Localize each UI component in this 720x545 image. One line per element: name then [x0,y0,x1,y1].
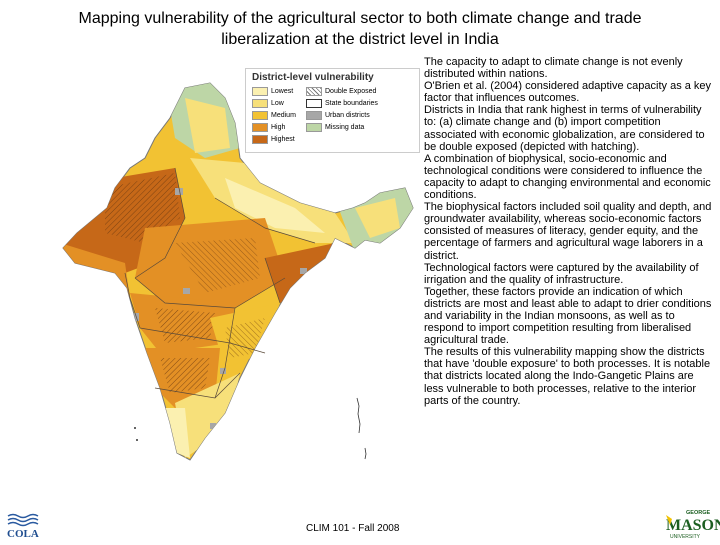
legend-swatch [252,135,268,144]
legend-item-lowest: Lowest [252,87,293,96]
paragraph: The results of this vulnerability mappin… [424,346,711,407]
legend-swatch [306,123,322,132]
legend-item-state-boundaries: State boundaries [306,99,378,108]
gmu-logo-top: GEORGE [686,510,710,516]
legend-item-urban-districts: Urban districts [306,111,370,120]
map-legend: District-level vulnerability Lowest Low … [245,68,420,153]
india-vulnerability-map: District-level vulnerability Lowest Low … [35,68,420,498]
legend-title: District-level vulnerability [252,72,374,83]
paragraph: The biophysical factors included soil qu… [424,201,712,262]
legend-swatch [252,123,268,132]
legend-item-missing-data: Missing data [306,123,364,132]
paragraph: The capacity to adapt to climate change … [424,56,683,81]
legend-item-high: High [252,123,285,132]
slide-title: Mapping vulnerability of the agricultura… [10,8,710,50]
paragraph: Technological factors were captured by t… [424,261,699,286]
footer-course: CLIM 101 - Fall 2008 [306,523,400,534]
legend-swatch [306,111,322,120]
legend-swatch [252,87,268,96]
gmu-logo-graphic: GEORGE MASON UNIVERSITY [666,510,720,540]
gmu-logo-main: MASON [666,517,720,534]
legend-item-double-exposed: Double Exposed [306,87,376,96]
paragraph: Together, these factors provide an indic… [424,285,712,347]
legend-item-low: Low [252,99,284,108]
legend-item-highest: Highest [252,135,295,144]
cola-logo: COLA [6,510,48,540]
gmu-logo-bottom: UNIVERSITY [670,534,701,540]
paragraph: Districts in India that rank highest in … [424,104,705,153]
title-line-2: liberalization at the district level in … [221,31,499,48]
india-map-graphic [62,82,414,461]
legend-swatch [252,99,268,108]
legend-swatch [306,87,322,96]
legend-item-medium: Medium [252,111,296,120]
paragraph: A combination of biophysical, socio-econ… [424,152,711,202]
legend-swatch [252,111,268,120]
cola-logo-text: COLA [7,528,39,538]
description-text: The capacity to adapt to climate change … [424,56,716,407]
legend-swatch [306,99,322,108]
title-line-1: Mapping vulnerability of the agricultura… [78,10,642,27]
cola-waves-icon: COLA [7,513,39,540]
george-mason-logo: GEORGE MASON UNIVERSITY [664,506,720,540]
paragraph: O'Brien et al. (2004) considered adaptiv… [424,80,712,105]
